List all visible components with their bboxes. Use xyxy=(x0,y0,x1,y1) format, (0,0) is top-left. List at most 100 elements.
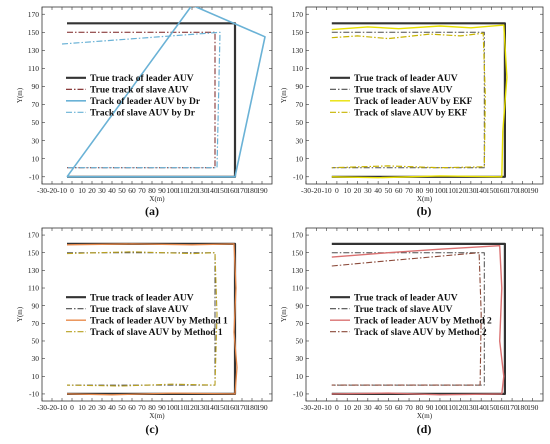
x-tick-label: 50 xyxy=(385,186,393,195)
x-tick-label: 160 xyxy=(226,186,238,195)
y-tick-label: 50 xyxy=(296,118,304,127)
legend-label: Track of slave AUV by Method 2 xyxy=(354,328,487,338)
panel-label: (d) xyxy=(417,422,432,436)
x-tick-label: 50 xyxy=(118,403,126,412)
x-tick-label: 110 xyxy=(177,403,188,412)
x-tick-label: 60 xyxy=(395,186,403,195)
legend-label: True track of slave AUV xyxy=(90,305,189,315)
y-tick-label: 170 xyxy=(292,10,304,19)
x-tick-label: 40 xyxy=(108,186,116,195)
legend-label: Track of leader AUV by Dr xyxy=(90,97,201,107)
y-axis-label: Y(m) xyxy=(280,87,288,103)
x-tick-label: 100 xyxy=(434,186,446,195)
x-tick-label: 130 xyxy=(196,186,208,195)
panel-label: (b) xyxy=(417,204,432,218)
legend-label: Track of leader AUV by EKF xyxy=(354,97,473,107)
x-tick-label: 100 xyxy=(166,186,178,195)
x-tick-label: 70 xyxy=(405,403,413,412)
x-tick-label: 90 xyxy=(426,403,434,412)
y-tick-label: 70 xyxy=(296,319,304,328)
series-line xyxy=(66,243,238,396)
x-tick-label: 120 xyxy=(455,403,467,412)
x-tick-label: 30 xyxy=(364,403,372,412)
y-tick-label: 130 xyxy=(292,46,304,55)
x-tick-label: 80 xyxy=(148,186,156,195)
x-tick-label: 20 xyxy=(88,403,96,412)
panel-label: (a) xyxy=(145,204,159,218)
x-axis-label: X(m) xyxy=(417,412,433,420)
x-tick-label: 180 xyxy=(517,403,529,412)
y-tick-label: 10 xyxy=(296,154,304,163)
x-tick-label: 10 xyxy=(343,186,351,195)
y-tick-label: 150 xyxy=(28,28,40,37)
legend-label: True track of leader AUV xyxy=(354,294,458,304)
x-tick-label: 130 xyxy=(465,186,477,195)
x-tick-label: 40 xyxy=(374,403,382,412)
y-tick-label: 10 xyxy=(296,372,304,381)
x-tick-label: -20 xyxy=(47,186,57,195)
x-tick-label: 180 xyxy=(517,186,529,195)
y-tick-label: 90 xyxy=(32,301,40,310)
y-tick-label: 170 xyxy=(28,231,40,240)
y-tick-label: 50 xyxy=(32,337,40,346)
y-tick-label: 30 xyxy=(32,354,40,363)
x-tick-label: 120 xyxy=(186,186,198,195)
x-tick-label: -10 xyxy=(57,186,67,195)
x-tick-label: 20 xyxy=(354,403,362,412)
x-tick-label: -20 xyxy=(311,186,321,195)
y-tick-label: 170 xyxy=(28,10,40,19)
y-tick-label: 30 xyxy=(296,354,304,363)
x-tick-label: 190 xyxy=(527,403,539,412)
x-tick-label: 150 xyxy=(216,186,228,195)
x-axis-label: X(m) xyxy=(417,195,433,203)
x-tick-label: 140 xyxy=(476,403,488,412)
y-tick-label: 50 xyxy=(32,118,40,127)
series-line xyxy=(66,251,218,387)
y-tick-label: -10 xyxy=(293,390,303,399)
x-tick-label: -30 xyxy=(37,186,47,195)
series-group xyxy=(66,242,238,396)
x-tick-label: 50 xyxy=(385,403,393,412)
y-axis-label: Y(m) xyxy=(16,306,24,322)
x-tick-label: 170 xyxy=(236,403,248,412)
x-tick-label: 130 xyxy=(196,403,208,412)
y-tick-label: -10 xyxy=(29,390,39,399)
x-tick-label: 170 xyxy=(506,403,518,412)
x-tick-label: 190 xyxy=(256,403,268,412)
y-tick-label: 110 xyxy=(28,64,39,73)
x-tick-label: 10 xyxy=(78,186,86,195)
x-tick-label: 40 xyxy=(374,186,382,195)
legend-label: Track of slave AUV by Dr xyxy=(90,109,196,119)
plot-frame xyxy=(305,6,544,185)
x-tick-label: 70 xyxy=(405,186,413,195)
x-tick-label: 80 xyxy=(416,403,424,412)
y-tick-label: 130 xyxy=(292,266,304,275)
x-tick-label: 90 xyxy=(158,186,166,195)
x-tick-label: 120 xyxy=(455,186,467,195)
x-tick-label: 70 xyxy=(138,186,146,195)
y-tick-label: 170 xyxy=(292,231,304,240)
series-line xyxy=(331,31,485,169)
legend-label: True track of leader AUV xyxy=(90,294,194,304)
x-tick-label: -10 xyxy=(322,403,332,412)
y-tick-label: 150 xyxy=(28,248,40,257)
y-tick-label: 70 xyxy=(32,319,40,328)
series-group xyxy=(61,7,266,178)
x-tick-label: 80 xyxy=(148,403,156,412)
y-tick-label: 110 xyxy=(292,284,303,293)
y-tick-label: 10 xyxy=(32,154,40,163)
legend-label: True track of slave AUV xyxy=(90,86,189,96)
x-tick-label: 140 xyxy=(206,186,218,195)
legend-label: True track of slave AUV xyxy=(354,305,453,315)
x-tick-label: 170 xyxy=(506,186,518,195)
x-tick-label: 160 xyxy=(496,403,508,412)
x-tick-label: 140 xyxy=(206,403,218,412)
x-tick-label: 190 xyxy=(527,186,539,195)
x-tick-label: 160 xyxy=(226,403,238,412)
x-tick-label: 10 xyxy=(78,403,86,412)
x-tick-label: 60 xyxy=(128,186,136,195)
x-tick-label: 0 xyxy=(70,186,74,195)
